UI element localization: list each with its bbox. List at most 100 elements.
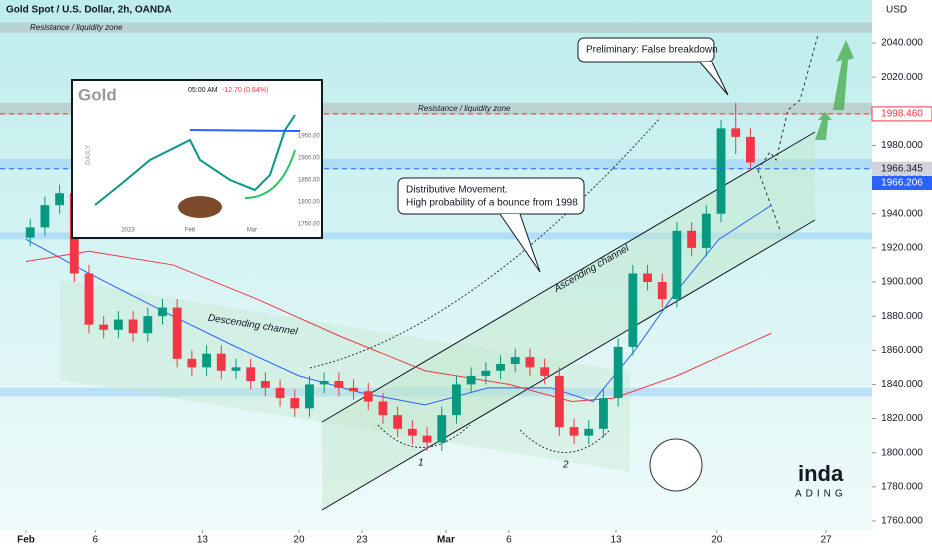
candle-body — [128, 319, 138, 334]
candle-body — [393, 415, 403, 429]
y-tick-label: 1860.000 — [881, 345, 923, 356]
inset-period: DAILY — [85, 144, 92, 165]
candle-body — [672, 230, 682, 300]
candle-body — [657, 281, 667, 300]
candle-body — [378, 401, 388, 416]
ascending-upper — [321, 131, 816, 423]
y-tick-label: 1820.000 — [881, 413, 923, 424]
x-tick-label: 13 — [610, 535, 622, 546]
inset-line — [189, 129, 301, 132]
x-tick-label: 20 — [711, 535, 723, 546]
candle-body — [496, 363, 505, 371]
candle-body — [113, 319, 123, 330]
candle-body — [437, 415, 447, 443]
inset-y-label: 1750.00 — [298, 222, 320, 228]
y-tick-label: 1980.000 — [881, 140, 923, 151]
candle-body — [599, 398, 608, 429]
candle-body — [481, 370, 491, 376]
chart-title: Gold Spot / U.S. Dollar, 2h, OANDA — [6, 5, 172, 16]
y-tick-label: 1840.000 — [881, 379, 923, 390]
inset-x-label: Mar — [247, 228, 257, 234]
support-zone — [0, 159, 872, 170]
price-tag-label: 1966.206 — [881, 178, 923, 189]
candle-body — [422, 435, 432, 443]
y-tick-label: 1780.000 — [881, 481, 923, 492]
candle-body — [701, 213, 711, 248]
candle-body — [731, 128, 741, 137]
candle-body — [628, 273, 638, 347]
bull-icon — [178, 196, 222, 218]
candle-body — [290, 398, 300, 409]
ascending-lower — [321, 219, 816, 511]
x-tick-label: 23 — [356, 535, 368, 546]
candle-body — [231, 367, 241, 371]
candle-body — [84, 273, 94, 325]
inset-time: 05:00 AM — [188, 87, 218, 94]
resistance-zone — [0, 22, 872, 33]
candle-body — [158, 307, 167, 317]
candle-body — [569, 427, 579, 436]
x-tick-label: 27 — [820, 535, 832, 546]
candle-body — [40, 205, 50, 228]
x-tick-label: 6 — [93, 535, 99, 546]
logo-sub: ADING — [795, 489, 847, 500]
price-tag-label: 1998.460 — [881, 109, 923, 120]
inset-x-label: Feb — [185, 228, 196, 234]
annotation: 2 — [562, 460, 569, 471]
candle-body — [172, 307, 182, 359]
candle-body — [407, 428, 417, 436]
candle-body — [216, 353, 226, 371]
price-tag — [871, 106, 932, 122]
candle-body — [452, 384, 461, 416]
zone-label: Resistance / liquidity zone — [418, 104, 511, 113]
candle-body — [319, 381, 329, 385]
x-tick-label: Feb — [17, 535, 35, 546]
candle-body — [643, 273, 652, 282]
y-tick-label: 1900.000 — [881, 277, 923, 288]
candle-body — [187, 358, 197, 368]
y-tick-label: 2020.000 — [881, 72, 923, 83]
callout-pointer — [499, 213, 541, 273]
candle-body — [466, 375, 476, 385]
moving-average — [25, 250, 772, 402]
candle-body — [363, 391, 373, 402]
currency: USD — [886, 5, 907, 16]
candle-body — [260, 381, 270, 388]
candle-body — [334, 381, 344, 388]
annotation: Preliminary: False breakdown — [586, 45, 718, 56]
inset-title: Gold — [78, 85, 117, 104]
price-tag — [872, 161, 932, 176]
bottoms-arc — [377, 424, 611, 453]
candle-body — [25, 227, 35, 238]
candle-body — [746, 136, 755, 163]
y-tick-label: 1880.000 — [881, 311, 923, 322]
candle-body — [143, 316, 153, 334]
candle-body — [613, 346, 623, 399]
candle-body — [687, 230, 697, 248]
candle-body — [202, 353, 211, 368]
y-tick-label: 1940.000 — [881, 208, 923, 219]
inset-y-label: 1850.00 — [298, 178, 320, 184]
annotation: Distributive Movement. — [406, 185, 508, 196]
inset-arrow — [244, 149, 296, 199]
annotation: High probability of a bounce from 1998 — [406, 198, 578, 209]
forecast-curve — [309, 117, 661, 369]
inset-y-label: 1900.00 — [298, 156, 320, 162]
inset-x-label: 2023 — [121, 228, 135, 234]
forecast-path — [757, 34, 819, 171]
zone-label: Resistance / liquidity zone — [30, 23, 123, 32]
inset-y-label: 1950.00 — [298, 134, 320, 140]
up-arrow — [815, 112, 832, 140]
candle-body — [525, 357, 535, 368]
candle-body — [275, 387, 285, 399]
candle-body — [584, 428, 594, 436]
candle-body — [99, 324, 109, 330]
y-axis-panel — [872, 0, 932, 550]
x-tick-label: 20 — [293, 535, 305, 546]
y-tick-label: 1760.000 — [881, 516, 923, 527]
resistance-zone — [0, 102, 872, 115]
logo: inda — [798, 461, 844, 486]
candle-body — [55, 193, 65, 206]
descending-channel — [60, 280, 630, 472]
